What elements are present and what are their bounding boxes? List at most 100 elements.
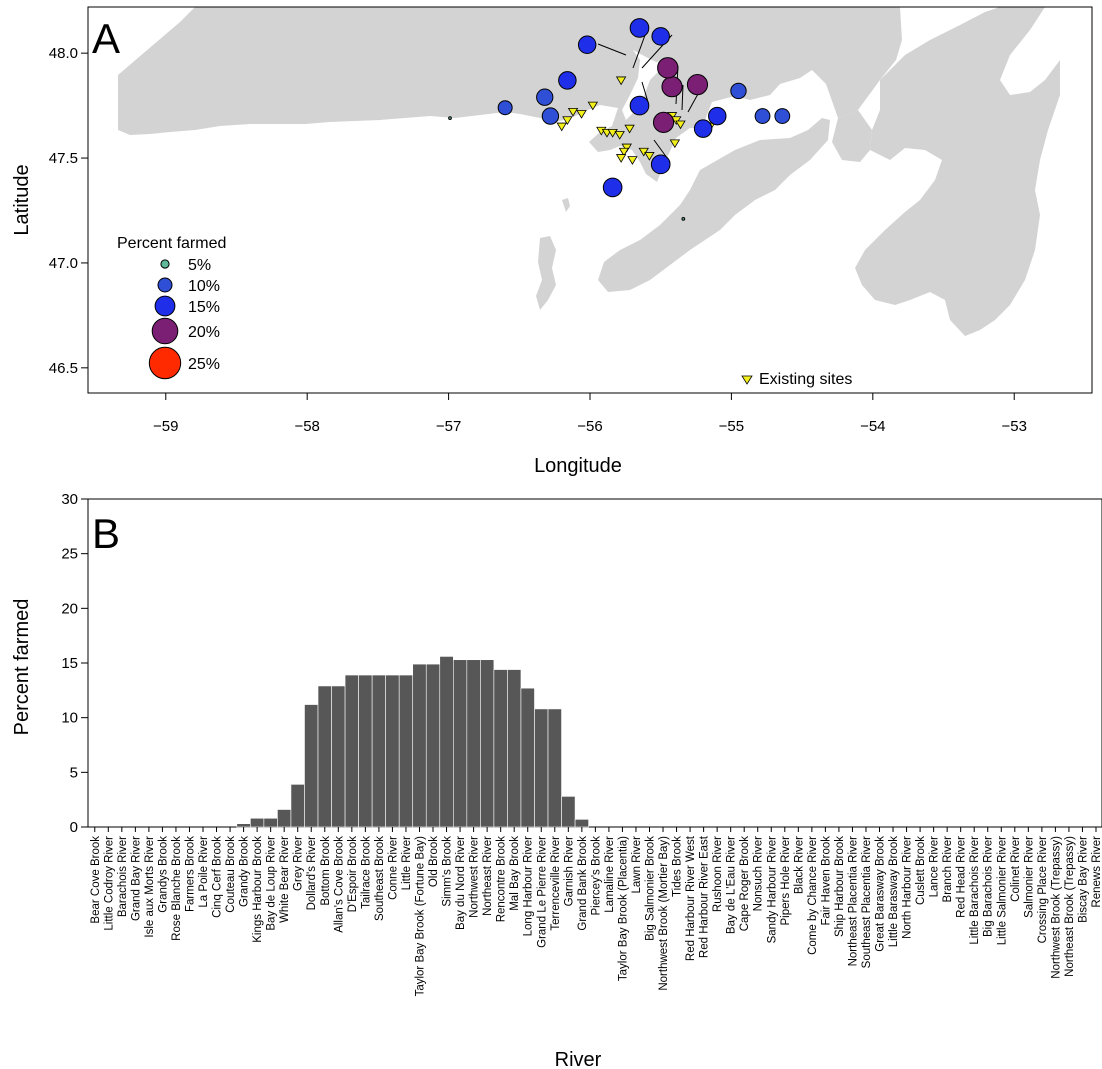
map-x-tick-label: −56: [577, 418, 602, 435]
bar: [290, 784, 305, 828]
panel-label-b: B: [92, 510, 120, 557]
river-name-label: Grandys Brook: [157, 836, 169, 913]
river-farmed-marker: [693, 119, 713, 138]
map-x-tick-label: −57: [436, 418, 461, 435]
map-x-ticks: −59 −58 −57 −56 −55 −54 −53: [153, 393, 1027, 435]
bar: [480, 659, 495, 828]
legend-size-marker: [157, 277, 173, 293]
river-name-label: Grand Le Pierre River: [536, 836, 548, 948]
river-name-label: Farmers Brook: [184, 836, 196, 912]
river-name-label: Tailrace Brook: [360, 836, 372, 909]
existing-site-marker: [624, 124, 635, 134]
river-name-label: Northeast Placentia River: [847, 836, 859, 967]
legend-size-label: 10%: [188, 278, 220, 295]
river-farmed-marker: [541, 107, 560, 125]
percent-farmed-legend: Percent farmed 5% 10% 15% 20% 25%: [117, 235, 226, 380]
river-name-label: Barachois River: [117, 836, 129, 917]
map-y-tick-label: 47.0: [49, 255, 78, 272]
existing-site-marker: [671, 116, 682, 126]
river-name-label: Grey River: [293, 836, 305, 891]
river-farmed-marker: [497, 100, 513, 116]
legend-size-label: 20%: [188, 324, 220, 341]
river-name-label: Allan's Cove Brook: [333, 836, 345, 933]
river-name-label: Taylor Bay Brook (Placentia): [617, 836, 629, 981]
existing-site-marker: [615, 76, 627, 86]
map-x-axis-label: Longitude: [534, 455, 622, 477]
bar-y-axis-label: Percent farmed: [11, 599, 33, 736]
river-name-label: Old Brook: [428, 836, 440, 887]
existing-site-marker: [669, 139, 681, 149]
river-farmed-marker: [657, 57, 679, 79]
river-name-label: Conne River: [387, 836, 399, 900]
river-farmed-marker: [652, 111, 675, 133]
bar: [493, 669, 508, 828]
river-name-label: Little River: [401, 836, 413, 890]
river-name-label: Branch River: [942, 836, 954, 903]
river-farmed-marker: [629, 95, 650, 116]
river-name-label: Northeast Brook (Trepassy): [1064, 836, 1076, 977]
river-name-label: La Poile River: [198, 836, 210, 908]
river-name-label: Garnish River: [563, 836, 575, 906]
existing-site-marker: [587, 101, 599, 111]
bar: [534, 708, 549, 828]
river-name-label: Red Harbour River West: [685, 835, 697, 961]
river-farmed-marker: [651, 27, 670, 46]
bar: [466, 659, 481, 828]
legend-size-marker: [160, 259, 170, 269]
bar: [385, 674, 400, 828]
bar-y-tick-label: 30: [61, 491, 78, 508]
legend-size-label: 25%: [188, 356, 220, 373]
bar-y-tick-label: 10: [61, 710, 78, 727]
river-name-label: Come by Chance River: [807, 836, 819, 955]
river-name-label: Northeast River: [482, 836, 494, 916]
map-x-tick-label: −55: [719, 418, 744, 435]
river-name-label: Dollard's River: [306, 836, 318, 911]
river-name-label: Lamaline River: [604, 836, 616, 913]
river-farmed-marker: [730, 82, 747, 100]
bar-y-tick-label: 15: [61, 655, 78, 672]
existing-site-marker: [618, 147, 630, 157]
bar: [574, 819, 589, 828]
bar: [425, 663, 441, 828]
existing-sites-legend-label: Existing sites: [759, 371, 852, 388]
river-name-label: Kings Harbour Brook: [252, 836, 264, 943]
river-name-label: Bay du Nord River: [455, 836, 467, 930]
river-name-label: Terrenceville River: [550, 836, 562, 931]
existing-site-marker: [556, 122, 567, 132]
existing-site-marker: [627, 156, 638, 165]
river-farmed-marker: [602, 177, 623, 198]
map-x-tick-label: −54: [860, 418, 885, 435]
bar: [344, 674, 359, 828]
bar: [520, 687, 535, 828]
river-name-label: White Bear River: [279, 836, 291, 923]
river-farmed-marker: [681, 217, 686, 221]
existing-sites-legend-marker: [741, 375, 753, 385]
river-name-label: North Harbour River: [902, 836, 914, 939]
river-name-label: Southeast Placentia River: [861, 836, 873, 968]
river-name-label: Great Barasway Brook: [875, 836, 887, 952]
river-name-label: Cape Roger Brook: [739, 836, 751, 931]
river-farmed-marker: [448, 116, 452, 121]
river-farmed-marker: [661, 76, 683, 98]
existing-site-marker: [562, 116, 573, 126]
river-name-label: Big Salmonier Brook: [644, 836, 656, 941]
legend-size-marker: [154, 295, 176, 317]
existing-site-marker: [567, 107, 579, 117]
legend-size-marker: [148, 346, 182, 380]
bar-y-ticks: 0 5 10 15 20 25 30: [61, 491, 88, 836]
map-x-tick-label: −58: [294, 418, 319, 435]
map-panel: −59 −58 −57 −56 −55 −54 −53 46.5 47.0 47.5 48.0 L…: [11, 6, 1093, 477]
bar: [453, 659, 468, 828]
river-name-label: Red Harbour River East: [699, 835, 711, 958]
river-farmed-marker: [536, 88, 554, 106]
bar-x-axis-label: River: [555, 1049, 602, 1069]
legend-title: Percent farmed: [117, 235, 226, 252]
river-farmed-marker: [650, 154, 671, 175]
river-name-label: Black River: [793, 836, 805, 894]
river-name-label: Grand Bay River: [130, 836, 142, 921]
river-farmed-marker: [774, 108, 791, 124]
map-y-tick-label: 48.0: [49, 45, 78, 62]
river-name-label: Ship Harbour Brook: [834, 836, 846, 937]
panel-label-a: A: [92, 15, 120, 62]
bar-panel: 0 5 10 15 20 25 30 Bear Cove Brook Little Codro…: [11, 491, 1102, 1069]
